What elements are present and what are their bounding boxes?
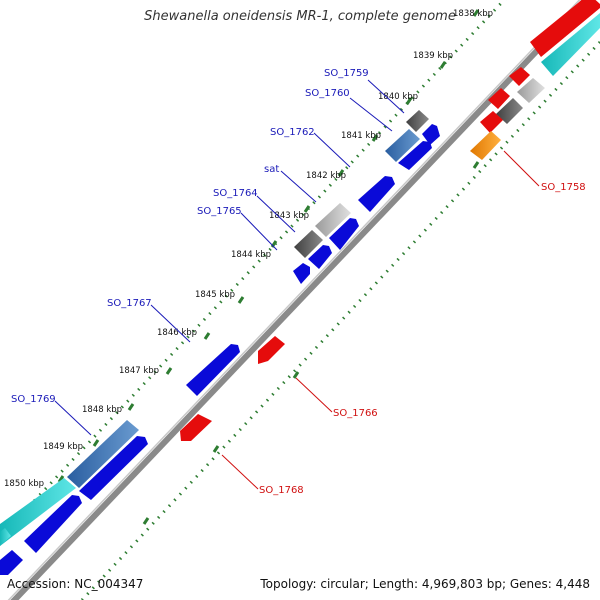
gene-arrow[interactable] (186, 344, 240, 396)
gene-arrow[interactable] (293, 263, 310, 284)
gene-label-so-1759[interactable]: SO_1759 (324, 68, 369, 79)
gene-label-so-1769[interactable]: SO_1769 (11, 394, 56, 405)
gene-arrow[interactable] (480, 111, 503, 133)
tick-marks (57, 9, 480, 525)
accession-text: Accession: NC_004347 (7, 577, 144, 591)
gene-arrow[interactable] (496, 98, 523, 124)
gene-label-so-1760[interactable]: SO_1760 (305, 88, 350, 99)
tick-label-1842: 1842 kbp (306, 171, 346, 181)
forward-strand-genes (0, 0, 600, 575)
gene-arrow[interactable] (180, 414, 212, 441)
gene-arrow[interactable] (329, 218, 359, 250)
gene-arrow[interactable] (67, 420, 139, 488)
gene-arrow[interactable] (258, 336, 285, 364)
gene-arrow[interactable] (422, 124, 440, 145)
tick-label-1850: 1850 kbp (4, 479, 44, 489)
tick-label-1844: 1844 kbp (231, 250, 271, 260)
gene-label-so-1764[interactable]: SO_1764 (213, 188, 258, 199)
tick-labels: 1838 kbp 1839 kbp 1840 kbp 1841 kbp 1842… (4, 9, 493, 489)
tick-label-1843: 1843 kbp (269, 211, 309, 221)
tick-label-1838: 1838 kbp (453, 9, 493, 19)
tick-label-1849: 1849 kbp (43, 442, 83, 452)
gene-label-so-1762[interactable]: SO_1762 (270, 127, 315, 138)
gene-arrow[interactable] (470, 131, 501, 160)
gene-arrow[interactable] (0, 478, 76, 546)
tick-label-1848: 1848 kbp (82, 405, 122, 415)
backbone-highlight (7, 0, 581, 600)
tick-label-1847: 1847 kbp (119, 366, 159, 376)
gene-arrow[interactable] (488, 88, 510, 109)
gene-arrow[interactable] (308, 245, 332, 269)
gene-arrow[interactable] (385, 129, 420, 162)
gene-arrow[interactable] (509, 67, 530, 86)
gene-arrow[interactable] (406, 110, 429, 132)
gene-label-so-1765[interactable]: SO_1765 (197, 206, 242, 217)
gene-label-so-1768[interactable]: SO_1768 (259, 485, 304, 496)
gene-arrow[interactable] (79, 436, 148, 500)
tick-label-1840: 1840 kbp (378, 92, 418, 102)
map-title: Shewanella oneidensis MR-1, complete gen… (144, 9, 456, 24)
gene-arrow[interactable] (294, 230, 323, 258)
gene-arrow[interactable] (315, 203, 351, 237)
gene-labels: SO_1759 SO_1760 SO_1762 sat SO_1764 SO_1… (11, 68, 586, 496)
gene-arrow[interactable] (541, 13, 600, 76)
tick-label-1841: 1841 kbp (341, 131, 381, 141)
gene-arrow[interactable] (517, 78, 545, 103)
gene-arrow[interactable] (24, 495, 82, 553)
tick-label-1845: 1845 kbp (195, 290, 235, 300)
gene-arrow[interactable] (0, 550, 23, 575)
tick-guide-outer (0, 0, 507, 540)
genome-summary-text: Topology: circular; Length: 4,969,803 bp… (260, 577, 590, 591)
tick-guide-inner (80, 40, 600, 600)
gene-arrow[interactable] (530, 0, 600, 57)
gene-label-so-1767[interactable]: SO_1767 (107, 298, 152, 309)
gene-arrow[interactable] (398, 141, 432, 170)
gene-label-so-1758[interactable]: SO_1758 (541, 182, 586, 193)
leader-lines (54, 79, 540, 490)
tick-label-1839: 1839 kbp (413, 51, 453, 61)
gene-arrow[interactable] (358, 176, 395, 212)
gene-arrow[interactable] (0, 528, 11, 546)
tick-label-1846: 1846 kbp (157, 328, 197, 338)
gene-label-so-1766[interactable]: SO_1766 (333, 408, 378, 419)
reverse-strand-genes (180, 111, 503, 441)
gene-label-sat[interactable]: sat (264, 164, 279, 175)
